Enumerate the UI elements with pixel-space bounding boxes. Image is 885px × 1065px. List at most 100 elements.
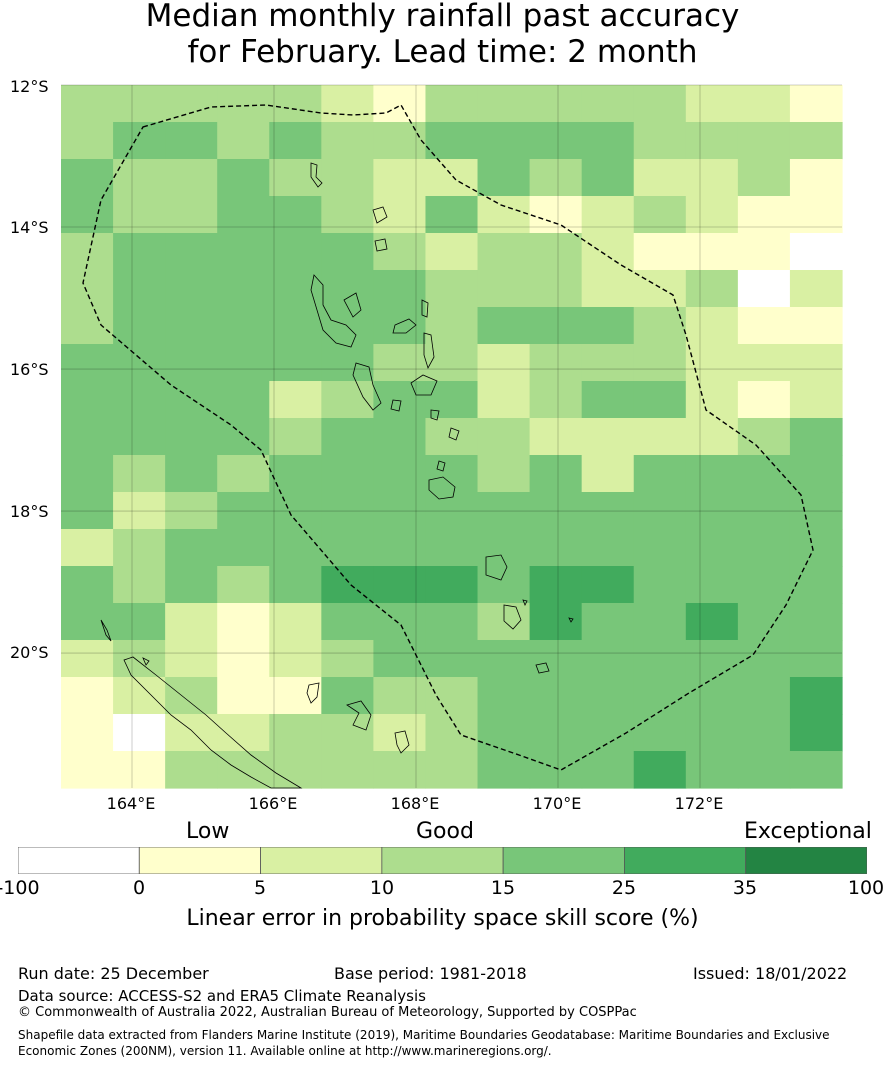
grid-cell bbox=[217, 196, 270, 234]
island-coast bbox=[100, 619, 112, 642]
malekula-coast bbox=[352, 362, 382, 411]
vanuatu-island-coast bbox=[423, 332, 435, 370]
grid-cell bbox=[165, 344, 218, 382]
grid-cell bbox=[321, 381, 374, 419]
grid-cell bbox=[529, 270, 583, 308]
grid-cell bbox=[737, 196, 791, 234]
lat-label-20s: 20°S bbox=[10, 643, 49, 662]
grid-cell bbox=[61, 751, 114, 789]
loyalty-island-coast bbox=[394, 730, 410, 754]
colorbar-segment bbox=[138, 847, 261, 874]
grid-cell bbox=[477, 270, 531, 308]
base-period: Base period: 1981-2018 bbox=[334, 964, 527, 983]
grid-cell bbox=[737, 418, 791, 456]
colorbar-tick: 10 bbox=[369, 877, 395, 899]
colorbar-tick: 35 bbox=[732, 877, 758, 899]
grid-cell bbox=[269, 233, 322, 271]
colorbar-tick: 15 bbox=[490, 877, 516, 899]
grid-cell bbox=[581, 640, 635, 678]
grid-cell bbox=[321, 307, 374, 345]
grid-cell bbox=[529, 122, 583, 160]
lon-label-170e: 170°E bbox=[532, 794, 582, 813]
grid-cell bbox=[61, 714, 114, 752]
grid-cell bbox=[477, 566, 531, 604]
colorbar bbox=[18, 847, 867, 874]
grid-cell bbox=[321, 677, 374, 715]
grid-cell bbox=[373, 270, 427, 308]
grid-cell bbox=[477, 751, 531, 789]
grid-cell bbox=[633, 455, 687, 493]
grid-cell bbox=[477, 455, 531, 493]
grid-cell bbox=[477, 159, 531, 197]
grid-cell bbox=[789, 381, 843, 419]
grid-cell bbox=[737, 307, 791, 345]
grid-cell bbox=[269, 381, 322, 419]
grid-cell bbox=[217, 85, 270, 123]
grid-cell bbox=[633, 270, 687, 308]
colorbar-tick: 5 bbox=[253, 877, 267, 899]
grid-cell bbox=[425, 603, 479, 641]
grid-cell bbox=[633, 344, 687, 382]
grid-cell bbox=[425, 455, 479, 493]
grid-cell bbox=[113, 307, 166, 345]
grid-cell bbox=[685, 233, 739, 271]
grid-cell bbox=[373, 85, 427, 123]
grid-cell bbox=[269, 492, 322, 530]
grid-cell bbox=[217, 529, 270, 567]
island-coast bbox=[142, 657, 150, 666]
grid-cell bbox=[581, 566, 635, 604]
grid-cell bbox=[685, 85, 739, 123]
grid-cell bbox=[529, 492, 583, 530]
grid-cell bbox=[685, 714, 739, 752]
grid-cell bbox=[165, 270, 218, 308]
grid-cell bbox=[581, 381, 635, 419]
grid-cell bbox=[685, 159, 739, 197]
grid-cell bbox=[425, 418, 479, 456]
grid-cell bbox=[581, 270, 635, 308]
grid-cell bbox=[529, 381, 583, 419]
grid-cell bbox=[789, 492, 843, 530]
grid-cell bbox=[373, 751, 427, 789]
eez-boundary bbox=[82, 104, 814, 771]
grid-cell bbox=[165, 566, 218, 604]
grid-cell bbox=[633, 603, 687, 641]
grid-cell bbox=[477, 307, 531, 345]
grid-cell bbox=[321, 714, 374, 752]
grid-cell bbox=[737, 714, 791, 752]
grid-cell bbox=[321, 455, 374, 493]
grid-cell bbox=[425, 159, 479, 197]
vanuatu-island-coast bbox=[390, 399, 402, 412]
espiritu-santo-coast bbox=[310, 274, 357, 348]
run-date: Run date: 25 December bbox=[18, 964, 209, 983]
grid-cell bbox=[61, 455, 114, 493]
grid-cell bbox=[633, 492, 687, 530]
grid-cell bbox=[633, 529, 687, 567]
grid-cell bbox=[165, 529, 218, 567]
vanuatu-island-coast bbox=[436, 460, 446, 472]
vanuatu-island-coast bbox=[392, 318, 417, 334]
grid-cell bbox=[737, 603, 791, 641]
grid-cell bbox=[477, 233, 531, 271]
grid-cell bbox=[61, 603, 114, 641]
grid-cell bbox=[737, 455, 791, 493]
grid-cell bbox=[165, 714, 218, 752]
grid-cell bbox=[581, 122, 635, 160]
vanuatu-island-coast bbox=[343, 292, 362, 318]
grid-cell bbox=[321, 159, 374, 197]
colorbar-segment bbox=[502, 847, 625, 874]
grid-cell bbox=[789, 196, 843, 234]
grid-cell bbox=[789, 159, 843, 197]
grid-cell bbox=[321, 566, 374, 604]
grid-cell bbox=[529, 307, 583, 345]
grid-cell bbox=[165, 603, 218, 641]
grid-cell bbox=[581, 344, 635, 382]
grid-cell bbox=[425, 677, 479, 715]
grid-cell bbox=[737, 270, 791, 308]
grid-cell bbox=[165, 196, 218, 234]
grid-cell bbox=[217, 603, 270, 641]
grid-cell bbox=[425, 270, 479, 308]
grid-cell bbox=[633, 307, 687, 345]
grid-cell bbox=[633, 159, 687, 197]
vanuatu-island-coast bbox=[430, 409, 440, 421]
graticule bbox=[61, 84, 842, 788]
